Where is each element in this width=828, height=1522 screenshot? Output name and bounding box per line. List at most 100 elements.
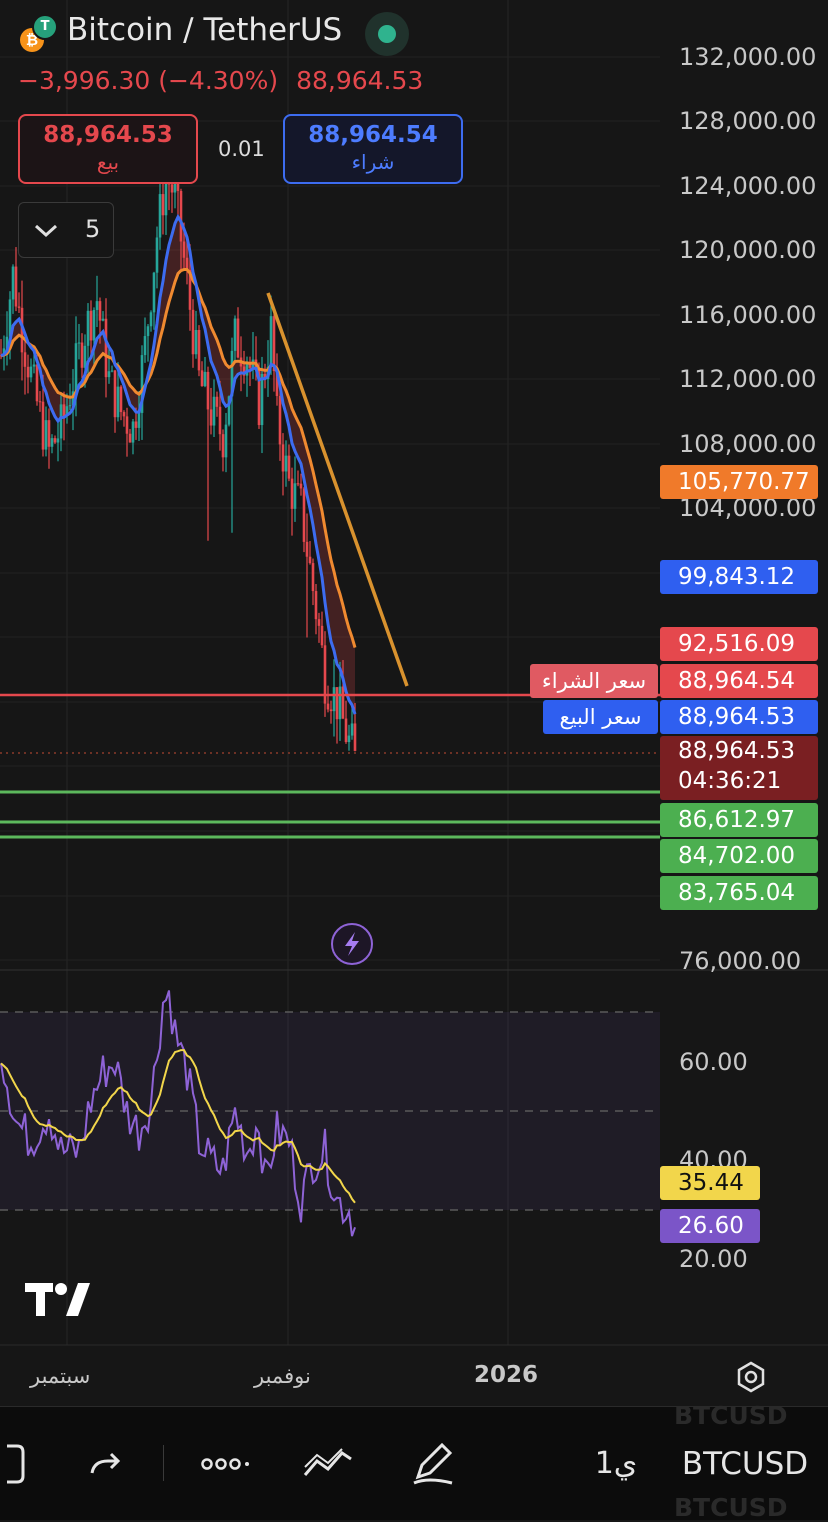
more-button[interactable] xyxy=(195,1407,255,1520)
time-axis-label: نوفمبر xyxy=(254,1364,311,1388)
sell-button[interactable]: 88,964.53 بيع xyxy=(18,114,198,184)
candle-body xyxy=(161,194,165,216)
fullscreen-icon xyxy=(7,1444,25,1483)
candle-body xyxy=(26,366,30,378)
candle-body xyxy=(236,318,240,358)
candle-body xyxy=(146,326,150,337)
candle-body xyxy=(194,330,198,355)
candle-body xyxy=(308,556,312,564)
price-change-row: −3,996.30 (−4.30%) 88,964.53 xyxy=(18,66,423,95)
candle-body xyxy=(269,316,273,367)
candle-body xyxy=(182,241,186,258)
ma-orange-price-tag: 105,770.77 xyxy=(660,465,818,499)
candle-body xyxy=(131,421,135,443)
candle-body xyxy=(164,176,168,216)
candle-body xyxy=(140,355,144,413)
price-axis-tick: 120,000.00 xyxy=(679,236,817,264)
indicators-button[interactable] xyxy=(298,1407,358,1520)
chart-settings-icon[interactable] xyxy=(734,1360,768,1394)
rsi-value-tag: 26.60 xyxy=(660,1209,760,1243)
lightning-icon[interactable] xyxy=(331,923,373,965)
indicators-collapse-button[interactable]: 5 xyxy=(18,202,114,258)
candle-body xyxy=(191,309,195,355)
symbol-button[interactable]: BTCUSD xyxy=(681,1445,809,1482)
sell-price-tag: 88,964.53 xyxy=(660,700,818,734)
rsi-axis-tick: 20.00 xyxy=(679,1245,748,1273)
price-axis-tick: 116,000.00 xyxy=(679,301,817,329)
candle-body xyxy=(203,371,207,387)
chevron-down-icon xyxy=(34,224,58,238)
candle-body xyxy=(248,363,252,368)
candle-body xyxy=(230,350,234,397)
candle-body xyxy=(347,735,351,743)
candle-body xyxy=(8,299,12,337)
last-price-header: 88,964.53 xyxy=(296,66,424,95)
candle-body xyxy=(83,345,87,368)
candle-body xyxy=(323,645,327,704)
candle-body xyxy=(17,306,21,308)
candle-body xyxy=(320,625,324,646)
candle-body xyxy=(242,366,246,376)
candle-body xyxy=(62,404,66,416)
interval-button[interactable]: 1ي xyxy=(594,1446,638,1481)
redo-button[interactable] xyxy=(80,1407,130,1520)
drawing-tools-button[interactable] xyxy=(404,1407,460,1520)
candle-body xyxy=(104,318,108,378)
candle-body xyxy=(41,401,45,450)
candle-body xyxy=(95,301,99,310)
rsi-signal-line xyxy=(0,1049,356,1204)
candle-body xyxy=(14,266,18,307)
candle-body xyxy=(188,269,192,310)
candle-body xyxy=(305,541,309,557)
candle-body xyxy=(200,370,204,387)
candle-body xyxy=(137,412,141,428)
candle-body xyxy=(206,371,210,410)
candle-body xyxy=(149,312,153,327)
candle-body xyxy=(221,434,225,458)
candle-body xyxy=(245,363,249,376)
price-chart[interactable] xyxy=(0,0,828,1406)
candle-body xyxy=(143,336,147,356)
last-price-tag: 88,964.53 04:36:21 xyxy=(660,736,818,800)
candle-body xyxy=(110,370,114,372)
buy-line-label: سعر الشراء xyxy=(530,664,658,698)
buy-button-label: شراء xyxy=(351,150,395,174)
candle-body xyxy=(278,395,282,445)
candle-body xyxy=(125,416,129,434)
candle-body xyxy=(290,478,294,509)
candle-body xyxy=(260,373,264,426)
symbol-title[interactable]: Bitcoin / TetherUS xyxy=(67,12,343,48)
candle-body xyxy=(215,396,219,407)
candle-body xyxy=(65,406,69,416)
redo-icon xyxy=(90,1452,121,1473)
candle-body xyxy=(272,316,276,372)
more-icon xyxy=(201,1457,249,1470)
fullscreen-button[interactable] xyxy=(0,1407,30,1520)
support-price-tag: 86,612.97 xyxy=(660,803,818,837)
price-axis-tick: 76,000.00 xyxy=(679,947,802,975)
price-axis-tick: 124,000.00 xyxy=(679,172,817,200)
candle-body xyxy=(128,433,132,443)
candle-body xyxy=(116,386,120,418)
level-price-tag: 92,516.09 xyxy=(660,627,818,661)
tradingview-logo-icon xyxy=(25,1283,90,1316)
sell-line-label: سعر البيع xyxy=(543,700,658,734)
market-open-indicator-icon xyxy=(365,12,409,56)
indicators-count: 5 xyxy=(85,215,101,243)
candle-body xyxy=(53,438,57,443)
candle-body xyxy=(119,386,123,413)
candle-body xyxy=(296,483,300,485)
ma-orange-line xyxy=(0,268,357,649)
candle-body xyxy=(170,184,174,193)
time-axis-label: 2026 xyxy=(474,1362,539,1388)
last-price-value: 88,964.53 xyxy=(678,738,796,764)
candle-body xyxy=(311,563,315,592)
candle-body xyxy=(35,364,39,402)
ghost-symbol-top: BTCUSD xyxy=(674,1401,788,1430)
time-axis-label: سبتمبر xyxy=(30,1364,91,1388)
candle-body xyxy=(47,420,51,447)
candle-body xyxy=(134,421,138,428)
price-axis-tick: 112,000.00 xyxy=(679,365,817,393)
candle-body xyxy=(74,343,78,392)
buy-button[interactable]: 88,964.54 شراء xyxy=(283,114,463,184)
